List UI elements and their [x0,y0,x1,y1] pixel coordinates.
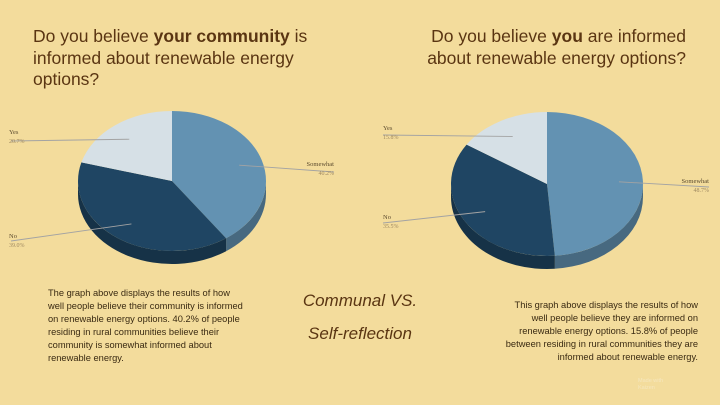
self-pie-label-somewhat: Somewhat [682,178,710,185]
self-pie-label-yes: Yes [383,125,393,132]
self-question-title: Do you believe you are informed about re… [400,26,686,69]
q2-title-pre: Do you believe [431,26,552,46]
community-pie-side-no [78,181,227,264]
self-pie-callout-line-yes [382,134,513,137]
self-pie-label-no: No [383,214,391,221]
self-pie-slice-no [451,144,555,256]
center-title-line2: Self-reflection [308,324,412,343]
self-pie-value-no: 35.5% [383,224,399,230]
q2-title-post: are informed about renewable energy opti… [427,26,686,68]
community-pie-value-somewhat: 40.2% [319,171,335,177]
community-pie-callout-line-somewhat [239,164,335,173]
center-title-line1: Communal VS. [302,291,418,310]
community-pie-slice-yes [81,111,172,181]
community-pie-slice-no [78,162,227,251]
community-pie-slice-somewhat [172,111,266,239]
watermark-line1: Made with [638,378,664,384]
community-pie-callout-line-yes [10,138,130,142]
self-pie-side-somewhat [554,184,643,269]
q1-title-bold: your community [153,26,290,46]
watermark: Made with Kaizen [638,378,663,392]
community-pie-value-yes: 20.7% [9,139,25,145]
self-pie-value-yes: 15.8% [383,135,399,141]
self-pie-value-somewhat: 48.7% [694,188,710,194]
self-description: This graph above displays the results of… [505,300,698,362]
community-pie-label-yes: Yes [9,129,19,136]
community-pie-value-no: 39.0% [9,243,25,249]
community-pie-side-somewhat [226,181,266,252]
self-pie-side-no [451,184,555,269]
self-pie-callout-line-no [382,211,486,224]
community-question-title: Do you believe your community is informe… [33,26,333,91]
q1-title-post: is informed about renewable energy optio… [33,26,308,89]
community-pie-label-no: No [9,233,17,240]
community-description: The graph above displays the results of … [48,288,243,363]
self-pie-slice-somewhat [547,112,644,256]
self-pie-callout-line-somewhat [618,181,710,188]
q1-title-pre: Do you believe [33,26,154,46]
community-pie-callout-line-no [10,223,132,242]
self-pie-slice-yes [466,112,547,184]
community-pie-label-somewhat: Somewhat [307,161,335,168]
q2-title-bold: you [551,26,583,46]
watermark-line2: Kaizen [638,385,655,391]
community-pie-chart: Somewhat 40.2% No 39.0% Yes 20.7% [9,111,335,264]
self-pie-chart: Somewhat 48.7% No 35.5% Yes 15.8% [382,112,710,269]
